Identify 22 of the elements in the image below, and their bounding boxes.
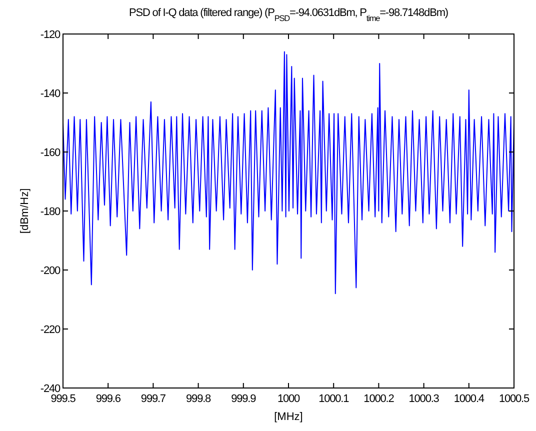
x-tick-label: 999.7 xyxy=(140,393,166,405)
x-tick-label: 999.6 xyxy=(96,393,121,405)
x-tick-label: 1000.2 xyxy=(364,393,394,405)
x-tick-label: 1000.4 xyxy=(454,393,484,405)
chart-title: PSD of I-Q data (filtered range) (P$_{PSD}$=-94.0631dBm, P$_{time}$=-98.7148dBm) xyxy=(129,7,448,22)
y-tick-label: -160 xyxy=(40,147,60,159)
y-tick-label: -200 xyxy=(40,265,60,277)
y-tick-label: -140 xyxy=(40,88,60,100)
x-tick-label: 1000.5 xyxy=(498,393,530,405)
x-tick-label: 999.9 xyxy=(231,393,256,405)
y-tick-label: -240 xyxy=(40,383,60,395)
x-tick-label: 999.5 xyxy=(50,393,76,405)
line-series xyxy=(63,51,514,294)
y-tick-label: -120 xyxy=(40,29,60,41)
x-tick-label: 999.8 xyxy=(186,393,212,405)
x-tick-label: 1000.1 xyxy=(318,393,350,405)
y-tick-label: -180 xyxy=(40,206,60,218)
x-tick-label: 1000 xyxy=(277,393,300,405)
y-tick-label: -220 xyxy=(40,324,60,336)
x-axis-title: [MHz] xyxy=(274,411,303,423)
x-tick-label: 1000.3 xyxy=(408,393,440,405)
y-axis-title: [dBm/Hz] xyxy=(19,188,31,234)
